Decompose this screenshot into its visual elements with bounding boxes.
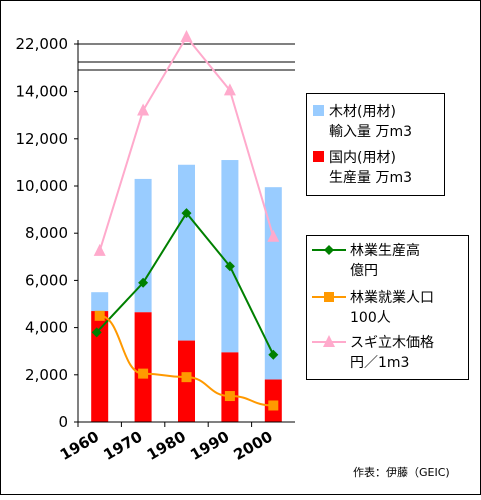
square-marker	[181, 372, 192, 383]
legend-triangle-marker	[323, 335, 335, 347]
square-marker	[224, 391, 235, 402]
y-tick-label: 12,000	[16, 130, 69, 148]
legend-label-line1: スギ立木価格	[350, 335, 434, 351]
square-marker	[268, 400, 279, 411]
square-marker	[94, 310, 105, 321]
diamond-marker	[181, 208, 192, 219]
legend-top-box	[306, 93, 445, 196]
legend-diamond-marker	[324, 245, 334, 255]
y-tick-label: 4,000	[25, 319, 68, 337]
square-marker	[138, 368, 149, 379]
diamond-marker	[224, 261, 235, 272]
legend-label-line2: 生産量 万m3	[329, 170, 412, 186]
y-tick-label: 8,000	[25, 224, 68, 242]
y-tick-label: 22,000	[16, 35, 69, 53]
legend-swatch	[313, 151, 324, 162]
triangle-marker	[180, 30, 193, 43]
legend-square-marker	[324, 292, 334, 302]
axis-break-band	[78, 43, 295, 71]
bar-import-segment	[264, 187, 282, 380]
y-axis: 0 2,000 4,000 6,000 8,000 10,000 12,000 14,000 2…	[16, 35, 79, 431]
diamond-marker	[268, 349, 279, 360]
bar-import-segment	[91, 292, 109, 312]
credit-text: 作表：伊藤（GEIC)	[353, 465, 450, 479]
bar-domestic-segment	[221, 352, 239, 422]
legend-label-line2: 100人	[350, 310, 391, 326]
bar-domestic-segment	[134, 312, 152, 422]
x-tick-label: 1970	[100, 427, 145, 463]
legend-label-line2: 億円	[350, 263, 378, 279]
legend-label-line2: 輸入量 万m3	[329, 124, 412, 140]
y-tick-label: 0	[58, 413, 68, 431]
triangle-marker	[223, 83, 236, 96]
diamond-marker	[91, 327, 102, 338]
x-tick-label: 2000	[231, 427, 276, 463]
y-tick-label: 6,000	[25, 271, 68, 289]
x-tick-label: 1990	[187, 427, 232, 463]
triangle-marker	[267, 229, 280, 242]
x-tick-label: 1980	[144, 427, 189, 463]
y-tick-label: 14,000	[16, 83, 69, 101]
y-tick-label: 10,000	[16, 177, 69, 195]
triangle-marker	[137, 103, 150, 116]
x-tick-label: 1960	[57, 427, 102, 463]
legend-label-line1: 国内(用材)	[329, 150, 396, 166]
legend-label-line1: 木材(用材)	[329, 104, 396, 120]
y-tick-label: 2,000	[25, 366, 68, 384]
legend-bottom-box	[306, 235, 469, 380]
bar-import-segment	[178, 164, 195, 341]
legend-label-line1: 林業就業人口	[350, 290, 434, 306]
bar-domestic-segment	[91, 311, 109, 422]
bar-import-segment	[134, 178, 152, 313]
bars-group	[91, 160, 282, 422]
bar-import-segment	[221, 160, 239, 353]
legend-swatch	[313, 105, 324, 116]
lines-group	[91, 30, 280, 411]
diamond-marker	[138, 277, 149, 288]
triangle-marker	[93, 243, 106, 256]
legend-label-line2: 円／1m3	[350, 355, 409, 371]
legend-label-line1: 林業生産高	[350, 242, 420, 259]
